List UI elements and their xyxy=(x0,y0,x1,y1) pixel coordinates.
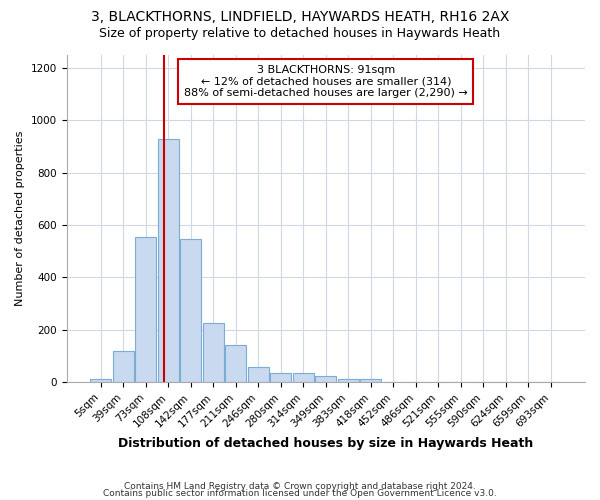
Text: Size of property relative to detached houses in Haywards Heath: Size of property relative to detached ho… xyxy=(100,28,500,40)
Bar xyxy=(180,240,202,382)
Bar xyxy=(293,374,314,382)
Bar xyxy=(158,138,179,382)
Bar xyxy=(270,374,292,382)
Bar xyxy=(315,376,337,382)
Bar xyxy=(113,350,134,382)
Bar xyxy=(338,380,359,382)
Text: 3 BLACKTHORNS: 91sqm
← 12% of detached houses are smaller (314)
88% of semi-deta: 3 BLACKTHORNS: 91sqm ← 12% of detached h… xyxy=(184,65,467,98)
Bar xyxy=(225,346,247,382)
Text: Contains public sector information licensed under the Open Government Licence v3: Contains public sector information licen… xyxy=(103,490,497,498)
Text: 3, BLACKTHORNS, LINDFIELD, HAYWARDS HEATH, RH16 2AX: 3, BLACKTHORNS, LINDFIELD, HAYWARDS HEAT… xyxy=(91,10,509,24)
Bar xyxy=(203,323,224,382)
Text: Contains HM Land Registry data © Crown copyright and database right 2024.: Contains HM Land Registry data © Crown c… xyxy=(124,482,476,491)
Bar xyxy=(360,380,382,382)
Y-axis label: Number of detached properties: Number of detached properties xyxy=(15,131,25,306)
X-axis label: Distribution of detached houses by size in Haywards Heath: Distribution of detached houses by size … xyxy=(118,437,533,450)
Bar xyxy=(135,237,157,382)
Bar xyxy=(90,380,112,382)
Bar xyxy=(248,367,269,382)
